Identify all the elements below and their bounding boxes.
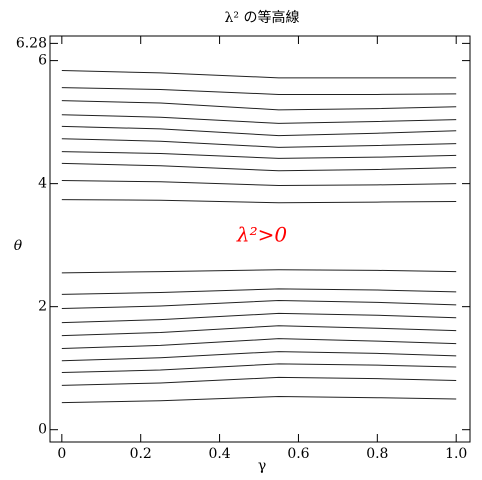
contour-line [61,288,457,295]
plot-frame [49,35,471,443]
contour-line [61,325,457,337]
y-tick-label: 4 [38,176,47,192]
y-tick-label: 6 [38,53,47,69]
contour-line [61,338,457,349]
x-tick-label: 0.4 [208,446,230,462]
x-axis-label: γ [258,458,266,474]
y-tick-label: 6.28 [16,35,47,51]
contour-line [61,114,457,124]
contour-line [61,269,457,274]
x-tick-label: 0.2 [130,446,152,462]
contour-line [61,87,457,95]
y-axis-label: θ [14,238,23,254]
contour-line [61,300,457,310]
contour-line [61,312,457,324]
contour-line [61,199,457,204]
contour-line [61,151,457,159]
contour-line [61,180,457,186]
x-tick-label: 1.0 [445,446,467,462]
contour-line [61,395,457,404]
contour-line [61,376,457,386]
contour-line [61,162,457,172]
contour-line [61,69,457,79]
x-tick-label: 0 [57,446,66,462]
x-tick-label: 0.6 [287,446,309,462]
y-tick-label: 2 [38,299,47,315]
annotation: λ²>0 [236,223,287,247]
x-tick-label: 0.8 [366,446,388,462]
chart-title: λ² の等高線 [225,9,300,26]
contour-line [61,125,457,137]
contour-line [61,100,457,111]
contour-line [61,351,457,362]
contour-line [61,138,457,148]
y-tick-label: 0 [38,422,47,438]
contour-line [61,363,457,373]
